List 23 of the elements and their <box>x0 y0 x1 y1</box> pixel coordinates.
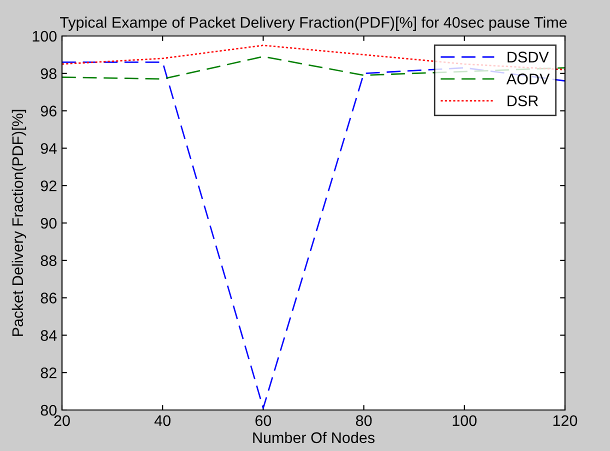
y-tick-label: 90 <box>40 218 57 229</box>
y-tick-label: 94 <box>40 143 57 154</box>
x-tick-label: 80 <box>356 415 372 426</box>
x-axis-title: Number Of Nodes <box>253 432 375 444</box>
y-tick-label: 96 <box>40 106 56 116</box>
x-tick-label: 120 <box>553 415 578 426</box>
y-tick-label: 82 <box>40 367 56 378</box>
x-tick-label: 40 <box>154 415 170 426</box>
x-tick-label: 100 <box>452 415 477 426</box>
y-tick-label: 100 <box>32 30 57 42</box>
y-tick-label: 86 <box>40 292 56 304</box>
y-tick-label: 88 <box>40 255 56 266</box>
y-axis-title: Packet Delivery Fraction(PDF)[%] <box>12 110 26 336</box>
y-tick-label: 92 <box>40 180 56 192</box>
legend-label: DSDV <box>508 52 549 62</box>
legend-label: AODV <box>506 74 550 84</box>
y-tick-label: 84 <box>40 330 57 341</box>
legend-label: DSR <box>508 95 538 106</box>
x-tick-label: 60 <box>255 415 272 426</box>
y-tick-label: 80 <box>40 404 57 416</box>
y-tick-label: 98 <box>40 68 56 80</box>
x-tick-label: 20 <box>54 415 70 426</box>
chart-title: Typical Exampe of Packet Delivery Fraction(PDF)[%] for 40sec pause Time <box>60 16 567 31</box>
